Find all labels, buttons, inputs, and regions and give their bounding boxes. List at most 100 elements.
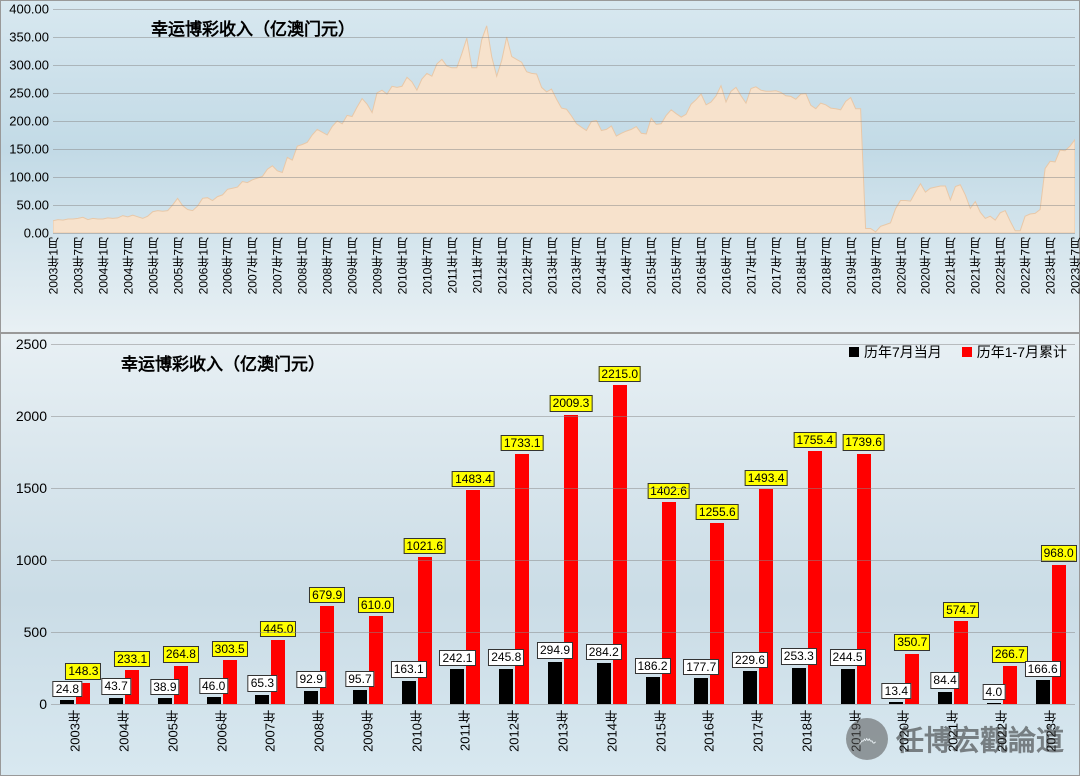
bar-label-monthly: 294.9: [537, 642, 573, 658]
bar-label-cumulative: 679.9: [309, 587, 345, 603]
bar-label-monthly: 253.3: [781, 648, 817, 664]
bar-monthly: [743, 671, 757, 704]
x-tick: 2015年1月: [643, 237, 660, 294]
x-tick: 2010年7月: [418, 237, 435, 294]
chart2-plot-area: 148.324.8233.143.7264.838.9303.546.0445.…: [51, 344, 1075, 704]
bar-monthly: [450, 669, 464, 704]
x-tick: 2006年1月: [194, 237, 211, 294]
bar-monthly: [499, 669, 513, 704]
bar-chart-container: 幸运博彩收入（亿澳门元） 历年7月当月 历年1-7月累计 05001000150…: [0, 333, 1080, 776]
bar-monthly: [255, 695, 269, 704]
x-tick: 2016年7月: [718, 237, 735, 294]
bar-label-monthly: 43.7: [101, 678, 130, 694]
grid-line: [51, 704, 1075, 705]
bar-label-monthly: 4.0: [983, 684, 1006, 700]
bar-label-cumulative: 1755.4: [793, 432, 836, 448]
bar-label-cumulative: 1493.4: [745, 470, 788, 486]
bar-label-cumulative: 1255.6: [696, 504, 739, 520]
bar-label-monthly: 177.7: [683, 659, 719, 675]
y-tick: 50.00: [16, 198, 49, 213]
bar-monthly: [841, 669, 855, 704]
bar-label-cumulative: 2009.3: [550, 395, 593, 411]
y-tick: 100.00: [9, 170, 49, 185]
x-tick: 2012年7月: [518, 237, 535, 294]
watermark: ෴ 任博宏觀論道: [846, 718, 1064, 760]
x-tick: 2019年7月: [867, 237, 884, 294]
x-tick: 2003年1月: [45, 237, 62, 294]
grid-line: [51, 488, 1075, 489]
y-tick: 250.00: [9, 86, 49, 101]
x-tick: 2006年7月: [219, 237, 236, 294]
bar-label-monthly: 245.8: [488, 649, 524, 665]
x-tick: 2008年: [310, 710, 329, 752]
bar-label-cumulative: 574.7: [943, 602, 979, 618]
x-tick: 2009年: [358, 710, 377, 752]
x-tick: 2007年: [261, 710, 280, 752]
legend-swatch-black: [849, 347, 859, 357]
chart1-plot-area: [53, 9, 1075, 233]
bar-label-cumulative: 266.7: [992, 646, 1028, 662]
x-tick: 2015年: [651, 710, 670, 752]
bar-monthly: [353, 690, 367, 704]
bar-label-cumulative: 1733.1: [501, 435, 544, 451]
chart2-y-axis: 05001000150020002500: [1, 344, 51, 704]
x-tick: 2013年7月: [568, 237, 585, 294]
x-tick: 2010年: [407, 710, 426, 752]
x-tick: 2018年1月: [792, 237, 809, 294]
y-tick: 1500: [16, 480, 47, 496]
grid-line: [53, 149, 1075, 150]
x-tick: 2005年: [163, 710, 182, 752]
bar-cumulative: [1052, 565, 1066, 704]
x-tick: 2005年7月: [169, 237, 186, 294]
x-tick: 2016年1月: [693, 237, 710, 294]
x-tick: 2011年1月: [443, 237, 460, 293]
bar-label-cumulative: 1739.6: [842, 434, 885, 450]
bar-label-cumulative: 233.1: [114, 651, 150, 667]
x-tick: 2006年: [212, 710, 231, 752]
grid-line: [53, 177, 1075, 178]
bar-label-monthly: 229.6: [732, 652, 768, 668]
chart2-legend: 历年7月当月 历年1-7月累计: [849, 342, 1067, 362]
x-tick: 2003年: [66, 710, 85, 752]
x-tick: 2004年1月: [94, 237, 111, 294]
bar-label-cumulative: 1021.6: [403, 538, 446, 554]
x-tick: 2007年1月: [244, 237, 261, 294]
y-tick: 0: [39, 696, 47, 712]
x-tick: 2011年7月: [468, 237, 485, 293]
bar-label-cumulative: 1483.4: [452, 471, 495, 487]
bar-label-monthly: 13.4: [882, 683, 911, 699]
bar-monthly: [207, 697, 221, 704]
bar-cumulative: [466, 490, 480, 704]
chart1-title: 幸运博彩收入（亿澳门元）: [151, 15, 355, 40]
grid-line: [51, 632, 1075, 633]
x-tick: 2020年7月: [917, 237, 934, 294]
bar-label-monthly: 46.0: [199, 678, 228, 694]
bar-cumulative: [857, 454, 871, 705]
x-tick: 2004年: [115, 710, 134, 752]
bar-label-monthly: 92.9: [297, 671, 326, 687]
x-tick: 2011年: [456, 710, 475, 751]
x-tick: 2012年: [505, 710, 524, 752]
x-tick: 2022年1月: [992, 237, 1009, 294]
x-tick: 2003年7月: [69, 237, 86, 294]
grid-line: [53, 205, 1075, 206]
grid-line: [53, 65, 1075, 66]
x-tick: 2013年: [554, 710, 573, 752]
bar-monthly: [548, 662, 562, 704]
bar-label-cumulative: 303.5: [212, 641, 248, 657]
x-tick: 2010年1月: [393, 237, 410, 294]
grid-line: [51, 560, 1075, 561]
grid-line: [53, 9, 1075, 10]
watermark-text: 任博宏觀論道: [896, 719, 1064, 759]
x-tick: 2015年7月: [668, 237, 685, 294]
bar-monthly: [938, 692, 952, 704]
x-tick: 2014年7月: [618, 237, 635, 294]
x-tick: 2023年1月: [1042, 237, 1059, 294]
y-tick: 350.00: [9, 30, 49, 45]
bar-label-cumulative: 445.0: [260, 621, 296, 637]
x-tick: 2023年7月: [1067, 237, 1080, 294]
x-tick: 2009年1月: [344, 237, 361, 294]
watermark-icon: ෴: [846, 718, 888, 760]
bar-cumulative: [710, 523, 724, 704]
x-tick: 2009年7月: [369, 237, 386, 294]
